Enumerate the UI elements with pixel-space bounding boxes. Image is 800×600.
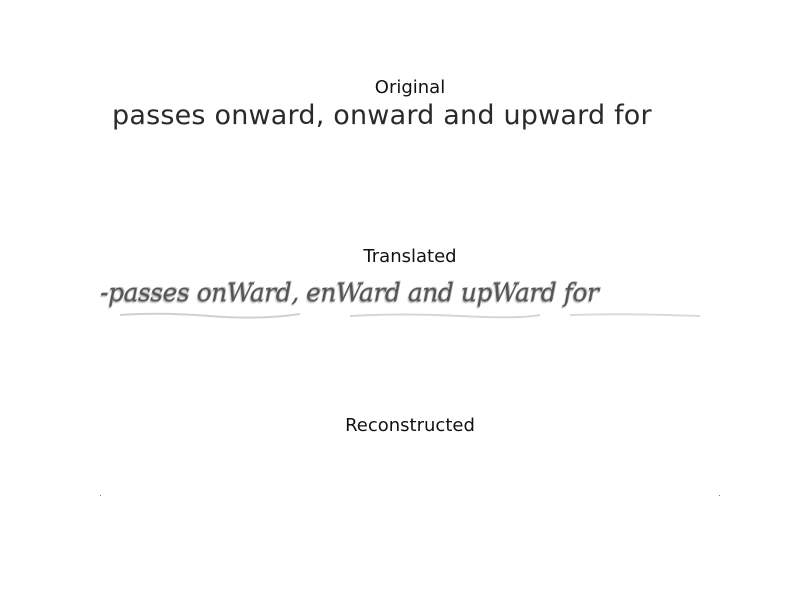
reconstructed-pixel	[100, 495, 101, 496]
translated-image: -passes onWard, enWard and upWard for	[100, 272, 720, 327]
translated-noise	[119, 312, 701, 319]
original-title: Original	[374, 77, 446, 98]
original-image: passes onward, onward and upward for	[100, 100, 720, 140]
translated-title: Translated	[363, 246, 457, 267]
translated-text: -passes onWard, enWard and upWard for	[100, 278, 599, 307]
reconstructed-pixel	[719, 495, 720, 496]
original-panel: Original passes onward, onward and upwar…	[100, 75, 720, 150]
translated-panel: Translated -passes onWard, enWard and up…	[100, 244, 720, 334]
reconstructed-panel: Reconstructed	[100, 413, 720, 503]
reconstructed-title: Reconstructed	[345, 415, 475, 436]
original-text: passes onward, onward and upward for	[112, 100, 652, 131]
reconstructed-image	[100, 440, 720, 498]
